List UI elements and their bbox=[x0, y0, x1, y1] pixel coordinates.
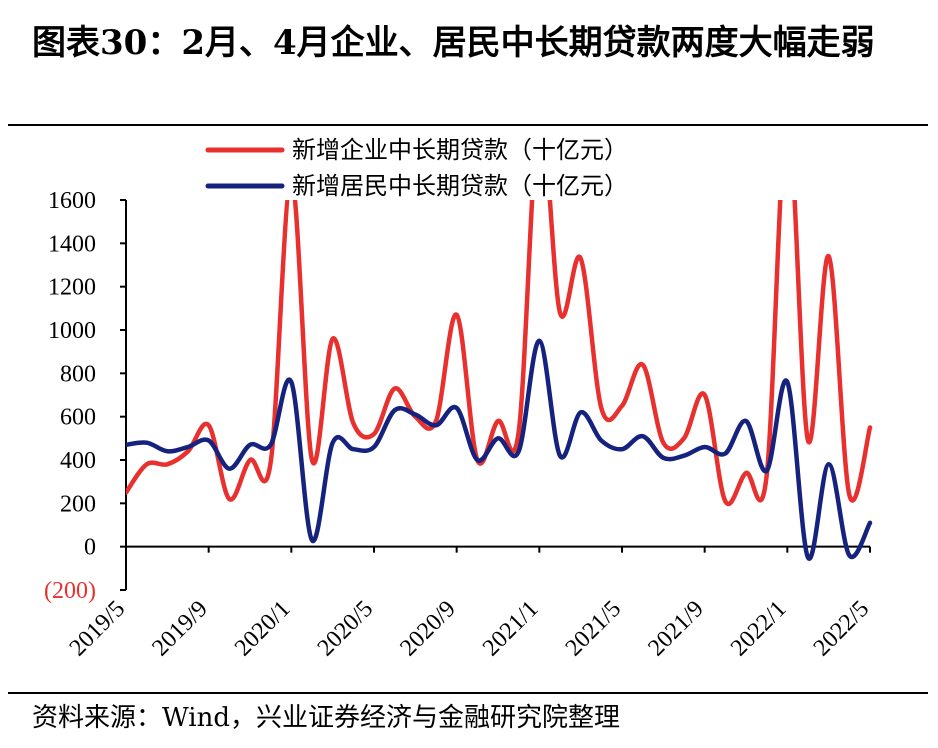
x-tick-label: 2021/1 bbox=[478, 596, 544, 662]
x-tick-label: 2020/9 bbox=[395, 596, 461, 662]
series-line-2 bbox=[126, 338, 873, 561]
y-tick-label: 400 bbox=[60, 448, 96, 474]
x-tick-label: 2021/5 bbox=[561, 596, 627, 662]
y-tick-label: 800 bbox=[60, 361, 96, 387]
x-tick-label: 2021/9 bbox=[643, 596, 709, 662]
x-tick-label: 2022/1 bbox=[726, 596, 792, 662]
bottom-rule bbox=[8, 692, 928, 694]
y-tick-label: 1200 bbox=[48, 275, 96, 301]
series-layer bbox=[126, 200, 873, 561]
legend-label-1: 新增企业中长期贷款（十亿元） bbox=[292, 136, 628, 164]
legend: 新增企业中长期贷款（十亿元） 新增居民中长期贷款（十亿元） bbox=[205, 136, 628, 200]
y-tick-label: 1600 bbox=[48, 188, 96, 214]
x-tick-label: 2020/1 bbox=[230, 596, 296, 662]
chart-title: 图表30：2月、4月企业、居民中长期贷款两度大幅走弱 bbox=[32, 23, 875, 63]
y-tick-label: 600 bbox=[60, 405, 96, 431]
y-tick-label: 1000 bbox=[48, 318, 96, 344]
y-tick-label: 200 bbox=[60, 491, 96, 517]
legend-label-2: 新增居民中长期贷款（十亿元） bbox=[292, 172, 628, 200]
x-tick-label: 2020/5 bbox=[313, 596, 379, 662]
x-tick-label: 2022/5 bbox=[809, 596, 875, 662]
x-axis: 2019/5 2019/9 2020/1 2020/5 2020/9 2021/1 2021… bbox=[65, 545, 875, 662]
x-tick-label: 2019/9 bbox=[147, 596, 213, 662]
y-tick-label: 0 bbox=[84, 535, 96, 561]
y-tick-label: (200) bbox=[44, 578, 96, 604]
line-chart: 新增企业中长期贷款（十亿元） 新增居民中长期贷款（十亿元） (200) 0 200 40… bbox=[44, 136, 875, 662]
source-note: 资料来源：Wind，兴业证券经济与金融研究院整理 bbox=[32, 703, 620, 733]
top-rule bbox=[8, 124, 928, 126]
x-tick-label: 2019/5 bbox=[65, 596, 131, 662]
y-axis: (200) 0 200 400 600 800 1000 1200 1400 1600 bbox=[44, 188, 127, 604]
series-line-1 bbox=[126, 200, 873, 507]
y-tick-label: 1400 bbox=[48, 231, 96, 257]
